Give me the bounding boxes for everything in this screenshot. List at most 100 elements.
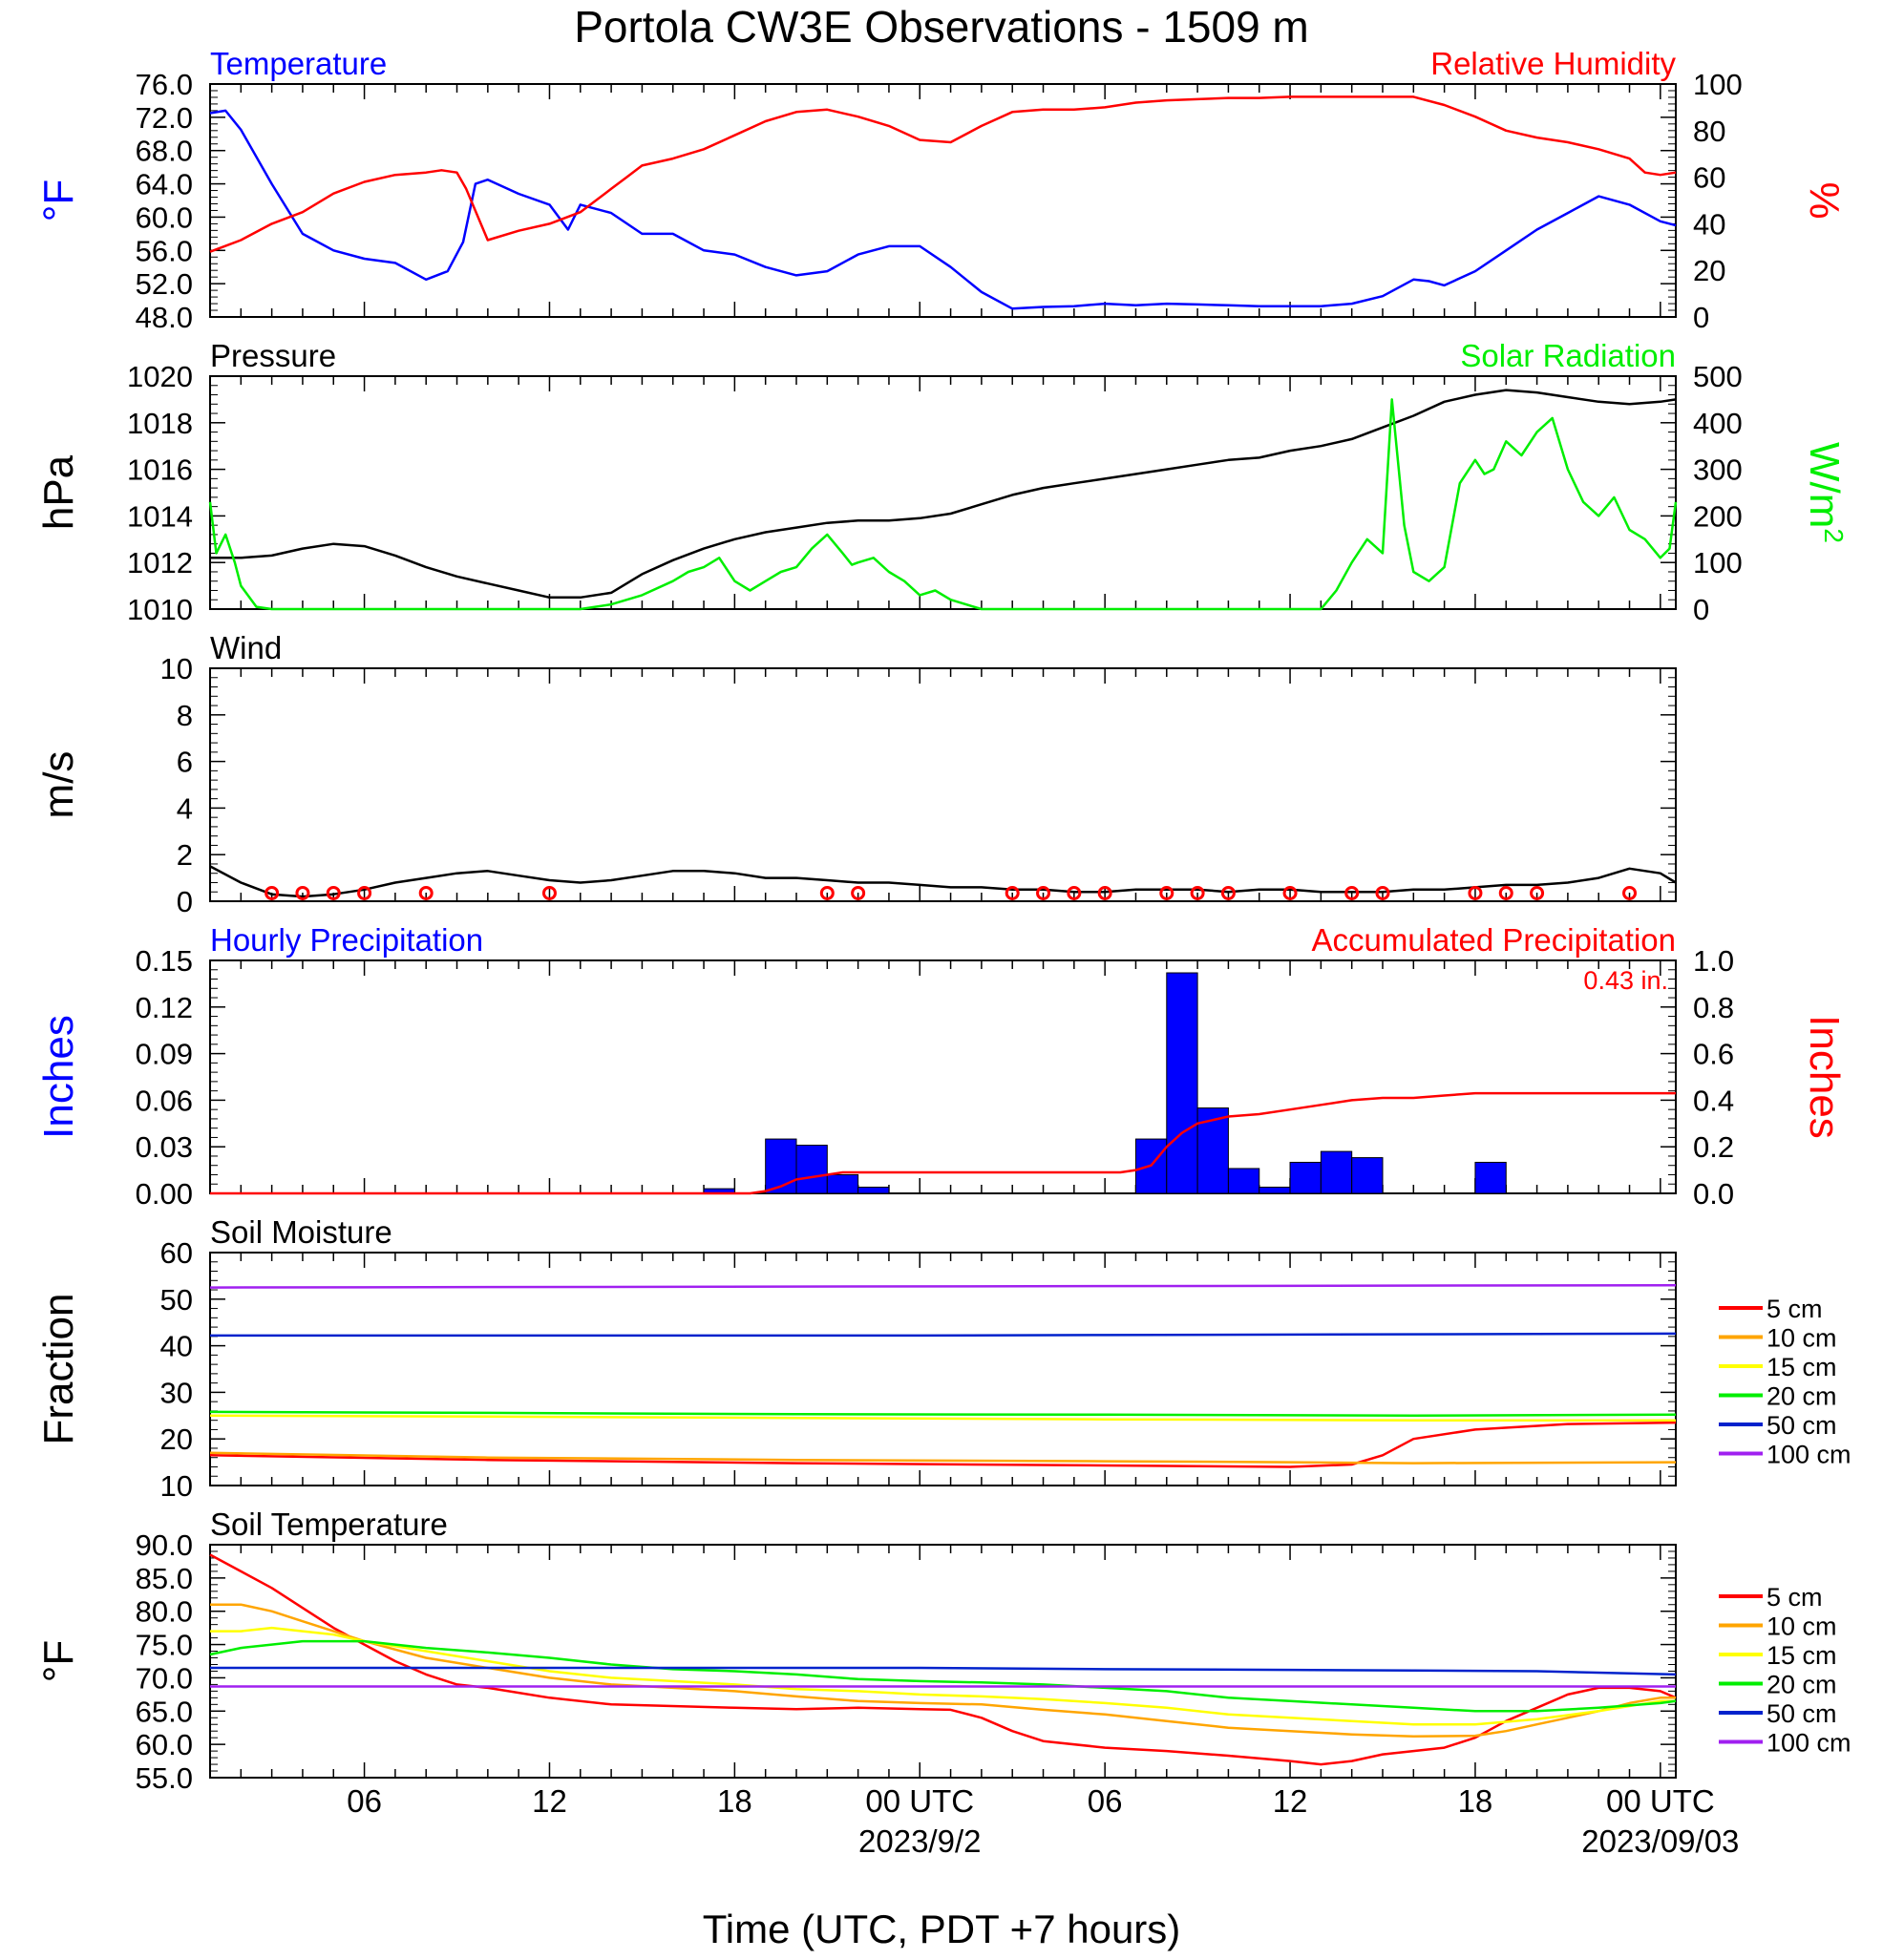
legend-label: 5 cm (1767, 1295, 1823, 1323)
y-tick-label: 70.0 (136, 1661, 193, 1695)
legend-label: 100 cm (1767, 1441, 1851, 1469)
y-tick-label: 56.0 (136, 234, 193, 267)
panel-title-left: Soil Temperature (210, 1507, 448, 1542)
y-axis-label: Fraction (35, 1294, 82, 1445)
x-tick-label: 12 (532, 1783, 567, 1819)
superscript: 2 (1820, 528, 1850, 543)
legend-label: 50 cm (1767, 1699, 1837, 1728)
y2-tick-label: 40 (1693, 207, 1725, 241)
y-axis-label: Inches (35, 1015, 82, 1139)
x-tick-label: 00 UTC (1606, 1783, 1715, 1819)
precip-bar (1166, 972, 1198, 1194)
plot-frame (209, 667, 1677, 902)
y-tick-label: 75.0 (136, 1629, 193, 1662)
y2-tick-label: 100 (1693, 546, 1743, 580)
y2-axis-label: % (1801, 181, 1848, 219)
y2-tick-label: 60 (1693, 161, 1725, 195)
calm-marker (1375, 885, 1390, 900)
panel-pressure-solar: 1020 1018 1016 1014 1012 1010 500 400 300 200 100 0… (35, 338, 1850, 626)
y-tick-label: 2 (177, 838, 193, 872)
legend-label: 15 cm (1767, 1641, 1837, 1670)
panel-soil-moisture: 60 50 40 30 20 10 Soil Moisture Fraction 5 cm10 … (35, 1214, 1851, 1503)
panel-title-right: Relative Humidity (1430, 46, 1676, 81)
y2-tick-label: 0.6 (1693, 1038, 1734, 1071)
series-line (210, 1666, 1677, 1676)
calm-marker (1498, 885, 1513, 900)
y-tick-label: 65.0 (136, 1695, 193, 1728)
y-tick-label: 0.15 (136, 944, 193, 978)
precip-bar (1474, 1161, 1507, 1194)
series-line (209, 1639, 1677, 1713)
calm-marker (1622, 885, 1638, 900)
calm-marker (1190, 885, 1205, 900)
panel-precipitation: 0.15 0.12 0.09 0.06 0.03 0.00 1.0 0.8 0.6 0.4 0.2 0… (35, 922, 1848, 1211)
y2-tick-label: 100 (1693, 68, 1743, 101)
y2-tick-label: 0.8 (1693, 991, 1734, 1024)
series-line (209, 1451, 1677, 1465)
y-tick-label: 85.0 (136, 1562, 193, 1595)
calm-marker (295, 885, 310, 900)
precip-bar (1289, 1161, 1322, 1194)
y2-tick-label: 80 (1693, 115, 1725, 148)
calm-marker (819, 885, 835, 900)
y-tick-label: 1012 (127, 546, 193, 580)
x-tick-label: 18 (1458, 1783, 1493, 1819)
series-line (209, 1421, 1677, 1468)
series-line (210, 389, 1677, 600)
calm-marker (541, 885, 557, 900)
accumulated-line (210, 1091, 1676, 1195)
y2-tick-label: 200 (1693, 499, 1743, 533)
y2-axis-label: Inches (1801, 1015, 1848, 1139)
calm-marker (1468, 885, 1483, 900)
y-tick-label: 76.0 (136, 68, 193, 101)
y-tick-label: 0.06 (136, 1084, 193, 1117)
calm-marker (1067, 885, 1082, 900)
y-tick-label: 48.0 (136, 301, 193, 334)
y2-tick-label: 1.0 (1693, 944, 1734, 978)
plot-frame (209, 1544, 1677, 1779)
x-axis-label: Time (UTC, PDT +7 hours) (703, 1907, 1181, 1951)
y-tick-label: 1016 (127, 453, 193, 487)
plot-frame (209, 83, 1677, 318)
legend-label: 20 cm (1767, 1671, 1837, 1699)
plot-frame (209, 375, 1677, 610)
y-tick-label: 6 (177, 746, 193, 779)
legend-label: 20 cm (1767, 1382, 1837, 1411)
y2-tick-label: 0.0 (1693, 1177, 1734, 1211)
y-tick-label: 90.0 (136, 1528, 193, 1562)
calm-marker (264, 885, 280, 900)
panels: 76.072.068.064.060.056.052.048.010080604… (35, 46, 1851, 1795)
precip-bar (1351, 1157, 1384, 1194)
y-axis-label: °F (35, 1640, 82, 1682)
x-date-label: 2023/09/03 (1581, 1823, 1739, 1859)
series-line (209, 95, 1677, 253)
calm-marker (1005, 885, 1020, 900)
y-tick-label: 4 (177, 791, 193, 825)
panel-title-left: Hourly Precipitation (210, 922, 483, 958)
y-tick-label: 68.0 (136, 135, 193, 168)
precip-bar (765, 1138, 797, 1194)
legend-label: 10 cm (1767, 1324, 1837, 1353)
series-line (210, 1332, 1677, 1338)
panel-title-left: Wind (210, 630, 282, 665)
y-tick-label: 55.0 (136, 1761, 193, 1795)
y-tick-label: 1018 (127, 407, 193, 440)
series-line (209, 1410, 1677, 1418)
precip-bar (826, 1173, 859, 1194)
plot-frame (209, 1252, 1677, 1486)
series-line (209, 109, 1677, 310)
precip-bar (1227, 1168, 1260, 1194)
y-tick-label: 60 (160, 1236, 193, 1270)
x-tick-label: 12 (1273, 1783, 1308, 1819)
y-axis-label: m/s (35, 751, 82, 819)
y-tick-label: 1014 (127, 499, 193, 533)
y-tick-label: 0 (177, 885, 193, 918)
panel-temperature-humidity: 76.072.068.064.060.056.052.048.0 100 80 60 4… (35, 46, 1848, 334)
legend-label: 50 cm (1767, 1411, 1837, 1440)
precip-bar (1320, 1150, 1353, 1194)
y-tick-label: 50 (160, 1283, 193, 1317)
y-tick-label: 52.0 (136, 267, 193, 301)
y-tick-label: 0.03 (136, 1130, 193, 1164)
y-axis-label: hPa (35, 454, 82, 530)
